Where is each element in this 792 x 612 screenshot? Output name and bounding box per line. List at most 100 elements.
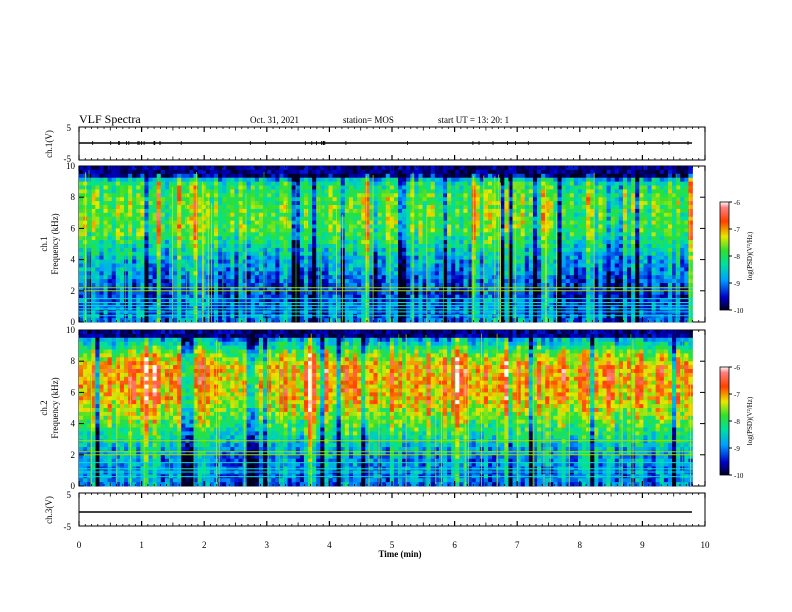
spectrogram-cell [287,169,293,175]
spectrogram-cell [565,173,571,179]
spectrogram-cell [565,232,571,237]
spectrogram-cell [438,302,444,307]
spectrogram-cell [410,302,415,307]
spectrogram-cell [123,263,129,268]
spectrogram-cell [79,255,84,260]
spectrogram-cell [287,290,293,296]
spectrogram-cell [168,251,174,257]
spectrogram-cell [173,290,178,296]
spectrogram-cell [152,181,158,186]
spectrogram-cell [434,275,440,280]
spectrogram-cell [111,302,117,307]
spectrogram-cell [246,185,252,190]
spectrogram-cell [447,271,452,276]
spectrogram-cell [340,181,346,186]
spectrogram-cell [451,208,456,214]
spectrogram-cell [234,240,239,245]
spectrogram-cell [152,193,158,198]
spectrogram-cell [561,232,567,237]
spectrogram-cell [283,166,288,171]
spectrogram-cell [287,275,293,280]
spectrogram-cell [181,193,186,198]
spectrogram-cell [320,236,325,241]
spectrogram-cell [213,173,219,179]
spectrogram-cell [467,173,473,179]
spectrogram-cell [508,267,513,272]
spectrogram-cell [299,310,305,315]
spectrogram-cell [295,259,301,264]
spectrogram-cell [230,302,235,307]
spectrogram-cell [173,216,178,221]
spectrogram-cell [385,290,391,296]
spectrogram-cell [344,228,350,233]
spectrogram-cell [393,181,399,186]
spectrogram-cell [242,189,248,194]
spectrogram-cell [438,169,444,175]
spectrogram-cell [123,244,129,249]
spectrogram-cell [393,302,399,307]
spectrogram-cell [340,189,346,194]
spectrogram-cell [402,185,407,190]
spectrogram-cell [263,169,268,175]
spectrogram-cell [111,166,117,171]
spectrogram-cell [361,224,366,229]
spectrogram-cell [299,205,305,210]
spectrogram-cell [218,208,223,214]
ch1-ytick-bottom: -5 [64,154,72,164]
spectrogram-cell [168,205,174,210]
spectrogram-cell [483,173,489,179]
spectrogram-cell [475,247,481,253]
spectrogram-cell [508,247,513,253]
spectrogram-cell [545,275,550,280]
spectrogram-cell [140,216,145,221]
spectrogram-cell [348,193,354,198]
spectrogram-cell [357,232,362,237]
spectrogram-cell [443,185,448,190]
spectrogram-cell [99,298,104,303]
spectrogram-cell [467,310,473,315]
spectrogram-cell [324,247,329,253]
spectrogram-cell [504,208,509,214]
spectrogram-cell [541,251,546,257]
spectrogram-cell [275,220,280,225]
spectrogram-cell [475,177,481,182]
spectrogram-cell [87,244,92,249]
spectrogram-cell [234,166,239,171]
spectrogram-cell [414,216,419,221]
spectrogram-cell [504,294,509,299]
spectrogram-cell [381,247,387,253]
spectrogram-cell [541,283,546,288]
spectrogram-cell [271,279,276,284]
spectrogram-cell [254,220,260,225]
spectrogram-cell [577,263,583,268]
spectrogram-cell [528,181,534,186]
spectrogram-cell [569,169,575,175]
spectrogram-cell [467,255,473,260]
spectrogram-cell [573,279,579,284]
spectrogram-cell [181,294,186,299]
spectrogram-cell [577,267,583,272]
spectrogram-cell [213,290,219,296]
spectrogram-cell [263,240,268,245]
spectrogram-cell [87,310,92,315]
spectrogram-cell [336,185,342,190]
spectrogram-cell [524,224,530,229]
spectrogram-cell [361,283,366,288]
spectrogram-cell [479,314,485,319]
spectrogram-cell [267,208,272,214]
spectrogram-cell [87,318,92,323]
spectrogram-cell [557,240,562,245]
spectrogram-cell [185,236,190,241]
spectrogram-cell [115,181,121,186]
spectrogram-cell [242,318,248,323]
spectrogram-cell [377,197,383,202]
spectrogram-cell [316,166,321,171]
spectrogram-cell [140,181,145,186]
spectrogram-cell [340,271,346,276]
spectrogram-cell [91,294,96,299]
spectrogram-cell [164,298,170,303]
spectrogram-cell [475,197,481,202]
spectrogram-cell [577,302,583,307]
spectrogram-cell [451,310,456,315]
spectrogram-cell [328,275,333,280]
